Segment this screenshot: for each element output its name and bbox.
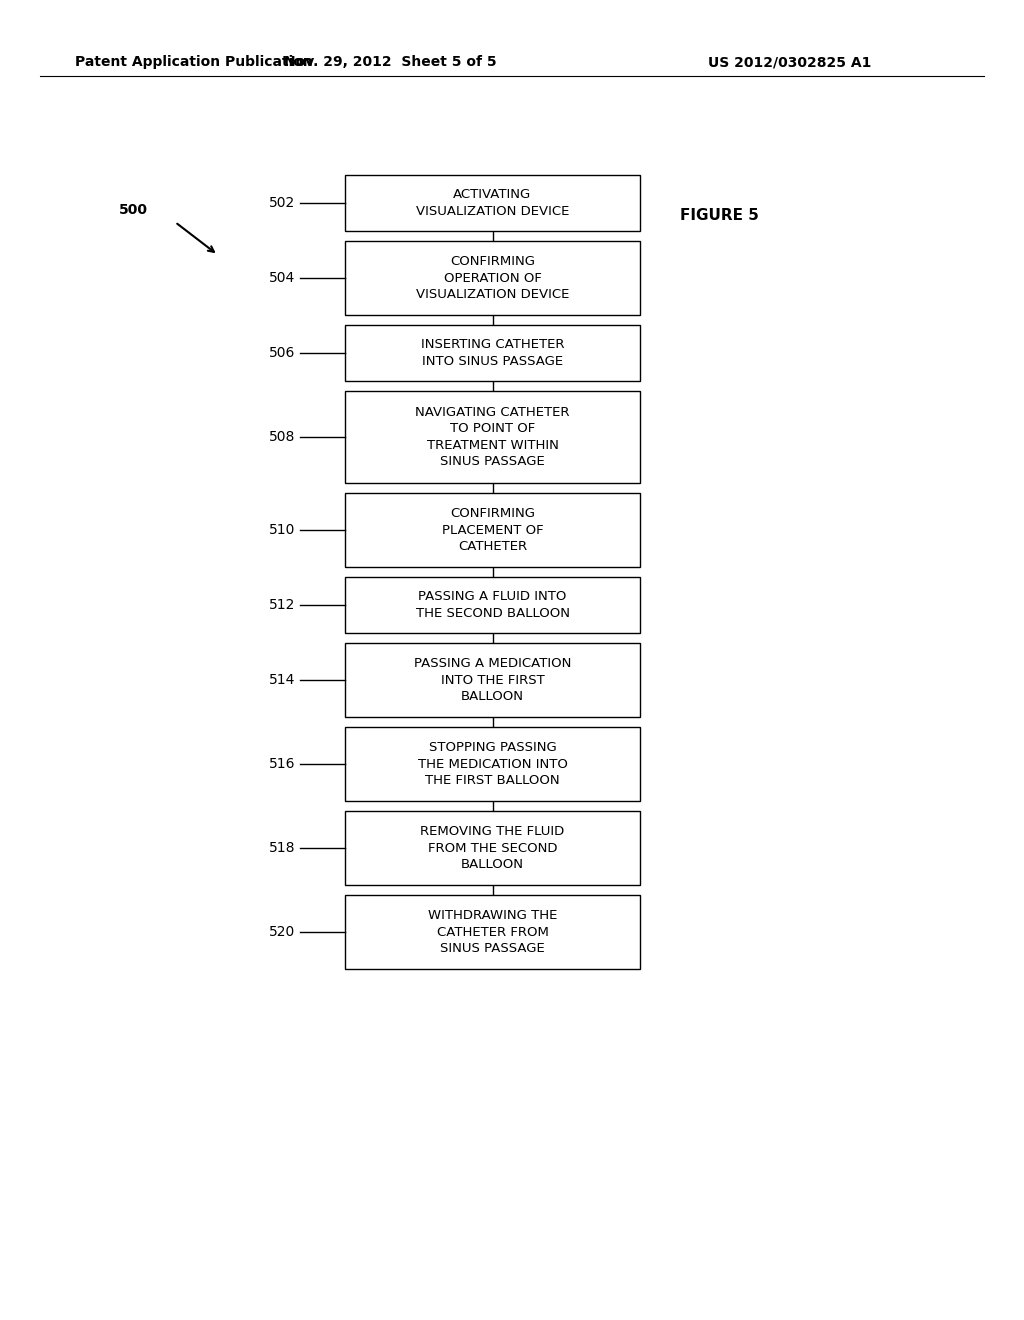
Text: CONFIRMING
OPERATION OF
VISUALIZATION DEVICE: CONFIRMING OPERATION OF VISUALIZATION DE…	[416, 255, 569, 301]
Text: 514: 514	[268, 673, 295, 686]
Bar	[345, 492, 640, 568]
Text: ACTIVATING
VISUALIZATION DEVICE: ACTIVATING VISUALIZATION DEVICE	[416, 189, 569, 218]
Text: REMOVING THE FLUID
FROM THE SECOND
BALLOON: REMOVING THE FLUID FROM THE SECOND BALLO…	[421, 825, 564, 871]
Text: PASSING A FLUID INTO
THE SECOND BALLOON: PASSING A FLUID INTO THE SECOND BALLOON	[416, 590, 569, 620]
Text: WITHDRAWING THE
CATHETER FROM
SINUS PASSAGE: WITHDRAWING THE CATHETER FROM SINUS PASS…	[428, 909, 557, 954]
Text: 502: 502	[268, 195, 295, 210]
Text: FIGURE 5: FIGURE 5	[680, 207, 759, 223]
Bar	[345, 577, 640, 634]
Bar	[345, 727, 640, 801]
Text: STOPPING PASSING
THE MEDICATION INTO
THE FIRST BALLOON: STOPPING PASSING THE MEDICATION INTO THE…	[418, 741, 567, 787]
Text: 516: 516	[268, 756, 295, 771]
Text: 520: 520	[268, 925, 295, 939]
Text: INSERTING CATHETER
INTO SINUS PASSAGE: INSERTING CATHETER INTO SINUS PASSAGE	[421, 338, 564, 368]
Bar	[345, 391, 640, 483]
Text: 500: 500	[119, 203, 148, 216]
Text: 508: 508	[268, 430, 295, 444]
Bar	[345, 810, 640, 884]
Bar	[345, 895, 640, 969]
Text: CONFIRMING
PLACEMENT OF
CATHETER: CONFIRMING PLACEMENT OF CATHETER	[441, 507, 544, 553]
Text: PASSING A MEDICATION
INTO THE FIRST
BALLOON: PASSING A MEDICATION INTO THE FIRST BALL…	[414, 657, 571, 704]
Text: NAVIGATING CATHETER
TO POINT OF
TREATMENT WITHIN
SINUS PASSAGE: NAVIGATING CATHETER TO POINT OF TREATMEN…	[416, 405, 569, 469]
Text: 512: 512	[268, 598, 295, 612]
Text: Nov. 29, 2012  Sheet 5 of 5: Nov. 29, 2012 Sheet 5 of 5	[284, 55, 497, 69]
Text: US 2012/0302825 A1: US 2012/0302825 A1	[709, 55, 871, 69]
Text: 506: 506	[268, 346, 295, 360]
Bar	[345, 325, 640, 381]
Bar	[345, 176, 640, 231]
Bar	[345, 643, 640, 717]
Bar	[345, 242, 640, 315]
Text: 518: 518	[268, 841, 295, 855]
Text: 504: 504	[268, 271, 295, 285]
Text: Patent Application Publication: Patent Application Publication	[75, 55, 312, 69]
Text: 510: 510	[268, 523, 295, 537]
